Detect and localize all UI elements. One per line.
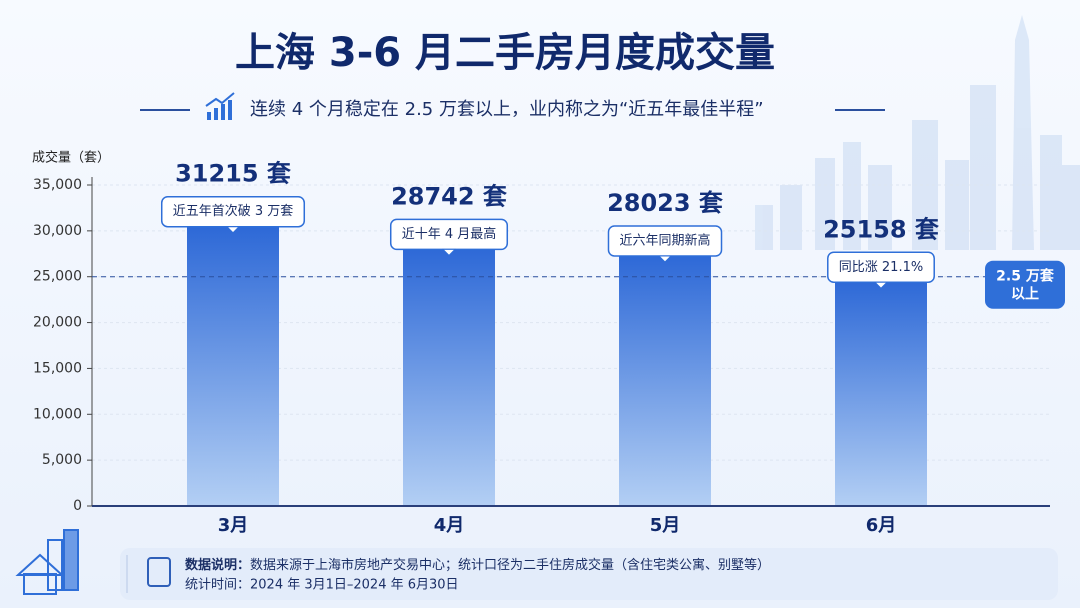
bar [187, 219, 279, 506]
subtitle-icon [205, 92, 235, 120]
skyline [755, 15, 1080, 250]
annotation: 近五年首次破 3 万套 [173, 203, 294, 219]
annotation-pointer [441, 248, 457, 257]
house-icon [15, 529, 79, 595]
y-tick-label: 25,000 [33, 269, 82, 285]
bar [619, 248, 711, 506]
annotation: 近六年同期新高 [619, 232, 710, 248]
note-label: 数据说明： [185, 557, 250, 573]
value-label: 28023 套 [607, 189, 724, 217]
y-tick-label: 5,000 [42, 452, 82, 468]
x-tick-label: 5月 [650, 515, 681, 536]
reference-label: 以上 [1011, 287, 1039, 303]
footer-note: 数据说明：数据来源于上海市房地产交易中心；统计口径为二手住房成交量（含住宅类公寓… [185, 557, 770, 573]
x-tick-label: 4月 [434, 515, 465, 536]
y-tick-label: 20,000 [33, 315, 82, 331]
x-tick-label: 6月 [866, 515, 897, 536]
y-tick-label: 35,000 [33, 177, 82, 193]
note-text: 数据来源于上海市房地产交易中心；统计口径为二手住房成交量（含住宅类公寓、别墅等） [250, 557, 770, 573]
footer: 数据说明：数据来源于上海市房地产交易中心；统计口径为二手住房成交量（含住宅类公寓… [120, 548, 1058, 600]
y-tick-label: 15,000 [33, 360, 82, 376]
annotation: 同比涨 21.1% [839, 260, 923, 275]
subtitle: 连续 4 个月稳定在 2.5 万套以上，业内称之为“近五年最佳半程” [250, 99, 764, 120]
annotation: 近十年 4 月最高 [402, 226, 497, 242]
annotation-pointer [873, 281, 889, 289]
chart-title: 上海 3-6 月二手房月度成交量 [235, 30, 775, 76]
value-label: 31215 套 [175, 160, 292, 188]
annotation-pointer [225, 226, 241, 234]
value-label: 25158 套 [823, 215, 940, 243]
footer-period: 统计时间：2024 年 3月1日–2024 年 6月30日 [185, 578, 459, 593]
footer-box [120, 548, 1058, 600]
y-tick-label: 0 [73, 498, 82, 514]
y-axis-label: 成交量（套） [32, 150, 110, 166]
bar [835, 275, 927, 506]
reference-label: 2.5 万套 [996, 268, 1054, 285]
value-label: 28742 套 [391, 182, 508, 210]
bar [403, 242, 495, 506]
x-tick-label: 3月 [218, 515, 249, 536]
annotation-pointer [657, 255, 673, 263]
note-icon [147, 557, 171, 587]
reference-label-box [985, 260, 1065, 309]
y-tick-label: 30,000 [33, 223, 82, 239]
y-tick-label: 10,000 [33, 406, 82, 422]
